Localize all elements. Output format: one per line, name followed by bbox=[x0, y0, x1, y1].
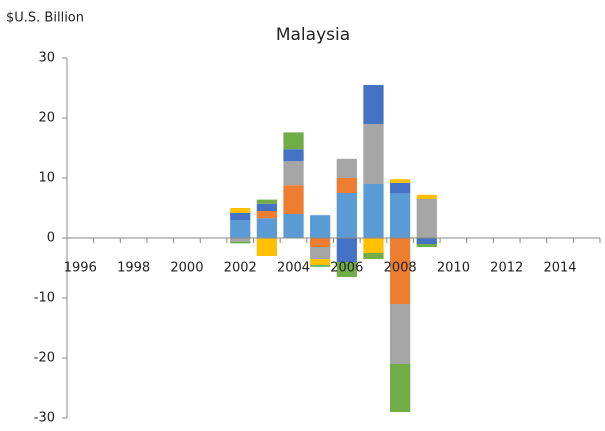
y-tick-label: 0 bbox=[47, 231, 55, 246]
bar-segment bbox=[256, 203, 278, 211]
x-tick-label: 2008 bbox=[384, 261, 417, 276]
bar-segment bbox=[230, 220, 251, 238]
bar-segment bbox=[230, 241, 251, 244]
bar-segment bbox=[389, 182, 411, 193]
x-tick-label: 2006 bbox=[330, 261, 363, 276]
x-tick-label: 2014 bbox=[543, 261, 576, 276]
bar-segment bbox=[363, 85, 384, 124]
x-tick-label: 2012 bbox=[490, 261, 523, 276]
bar-segment bbox=[416, 238, 437, 244]
bar-segment bbox=[283, 149, 304, 162]
bar-segment bbox=[336, 193, 357, 238]
x-tick-label: 1998 bbox=[117, 261, 150, 276]
chart-title: Malaysia bbox=[276, 25, 350, 45]
bar-segment bbox=[363, 124, 384, 184]
y-tick-label: -20 bbox=[34, 351, 55, 366]
bar-segment bbox=[416, 199, 437, 238]
bar-segment bbox=[389, 238, 411, 304]
bar-segment bbox=[363, 238, 384, 253]
bar-segment bbox=[336, 158, 357, 178]
bar-segment bbox=[310, 238, 331, 247]
bar-segment bbox=[230, 238, 251, 242]
x-tick-label: 2000 bbox=[170, 261, 203, 276]
bar-segment bbox=[256, 238, 278, 256]
bar-segment bbox=[230, 208, 251, 213]
bar-segment bbox=[310, 259, 331, 265]
bar-segment bbox=[256, 199, 278, 204]
y-tick-label: 30 bbox=[38, 51, 55, 66]
bar-segment bbox=[310, 265, 331, 267]
y-tick-label: 20 bbox=[38, 111, 55, 126]
bar-segment bbox=[336, 178, 357, 193]
bar-segment bbox=[416, 244, 437, 247]
bar-segment bbox=[283, 161, 304, 186]
bar-segment bbox=[363, 184, 384, 238]
bar-segment bbox=[283, 214, 304, 238]
bar-segment bbox=[230, 212, 251, 220]
bar-segment bbox=[283, 185, 304, 214]
bar-segment bbox=[256, 218, 278, 238]
bar-segment bbox=[416, 194, 437, 199]
bar-segment bbox=[389, 193, 411, 238]
bar-segment bbox=[389, 179, 411, 183]
bar-segment bbox=[283, 132, 304, 150]
bar-segment bbox=[336, 262, 357, 277]
bar-segment bbox=[256, 211, 278, 219]
y-axis-label: $U.S. Billion bbox=[6, 11, 84, 26]
bar-segment bbox=[363, 253, 384, 259]
x-tick-label: 2002 bbox=[224, 261, 257, 276]
bar-segment bbox=[310, 247, 331, 259]
x-tick-label: 2004 bbox=[277, 261, 310, 276]
x-tick-label: 1996 bbox=[64, 261, 97, 276]
y-tick-label: 10 bbox=[38, 171, 55, 186]
y-tick-label: -10 bbox=[34, 291, 55, 306]
bar-segment bbox=[389, 304, 411, 364]
y-tick-label: -30 bbox=[34, 411, 55, 426]
x-tick-label: 2010 bbox=[437, 261, 470, 276]
bar-segment bbox=[389, 364, 411, 412]
bar-segment bbox=[310, 215, 331, 238]
bar-segment bbox=[336, 238, 357, 262]
